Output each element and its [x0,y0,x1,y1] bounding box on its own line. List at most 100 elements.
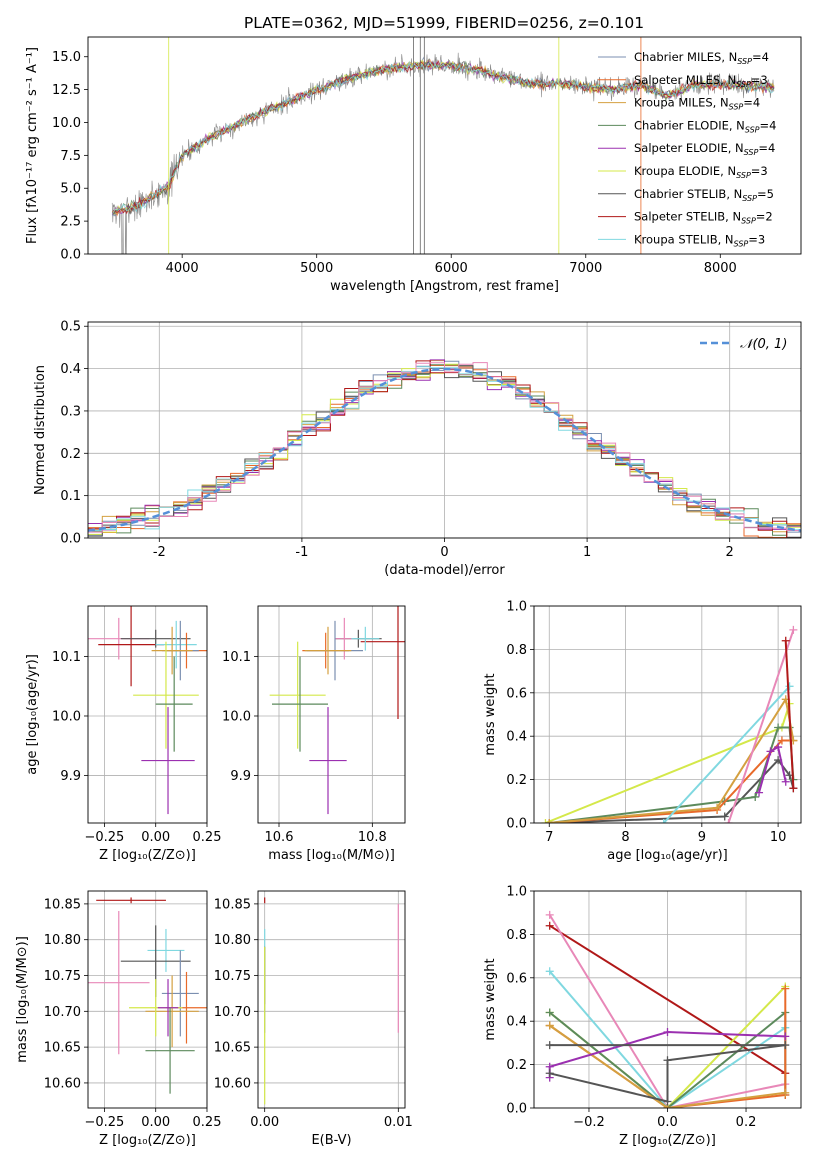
weight-marker [777,736,786,745]
y-tick-label: 7.5 [60,149,81,164]
legend-label: Chabrier STELIB, NSSP=5 [634,187,774,203]
weight-marker [663,1097,672,1106]
residuals-plot-area [88,322,801,538]
axes-frame [257,605,406,824]
weight-line [548,914,786,1108]
legend-label: Kroupa STELIB, NSSP=3 [634,232,765,248]
weight-marker [545,1041,554,1050]
x-tick-label: 5000 [300,261,333,276]
legend-label: Chabrier MILES, NSSP=4 [634,50,769,66]
weight-marker [545,1021,554,1030]
panel-residuals: -2 -1 0 1 2 0.0 0.1 0.2 0.3 0.4 0.5 (data-model)/er… [33,320,802,578]
weight-line [784,640,795,789]
axes-frame [87,890,208,1109]
y-tick-label: 1.0 [506,885,527,900]
weight-marker [713,803,722,812]
x-axis-label: mass [log₁₀(M/M⊙)] [268,848,395,863]
panel-mass_vs_ebv: 0.00 0.01 10.60 10.65 10.70 10.75 10.80 10.85 E(… [214,890,413,1148]
legend-label: Salpeter MILES, NSSP=3 [634,73,768,89]
x-tick-label: 2 [726,545,734,560]
age_vs_mass-plot-area [258,606,405,823]
axes-frame [87,36,802,255]
x-tick-label: 7 [545,830,553,845]
y-axis-label: Flux [fλ10⁻¹⁷ erg cm⁻² s⁻¹ A⁻¹] [25,47,40,244]
weight-marker [781,777,790,786]
y-tick-label: 0.8 [506,643,527,658]
y-tick-label: 9.9 [230,769,251,784]
weight-line [545,703,791,823]
x-axis-label: Z [log₁₀(Z/Z⊙)] [619,1133,716,1148]
weight-marker [781,1032,790,1041]
y-tick-label: 0.2 [506,773,527,788]
y-tick-label: 0.5 [60,320,81,335]
x-tick-label: 0.00 [141,830,170,845]
mass_vs_ebv-plot-area [258,891,405,1108]
x-tick-label: 10.8 [358,830,387,845]
x-tick-label: 0.2 [736,1115,757,1130]
weight-line [758,745,787,793]
y-tick-label: 1.0 [506,600,527,615]
x-tick-label: −0.25 [84,830,124,845]
y-tick-label: 0.2 [506,1058,527,1073]
y-tick-label: 10.85 [214,897,251,912]
legend-label: Salpeter ELODIE, NSSP=4 [634,141,775,157]
y-tick-label: 5.0 [60,182,81,197]
y-tick-label: 15.0 [52,50,81,65]
weight-marker [724,819,733,823]
y-tick-label: 10.65 [44,1041,81,1056]
x-tick-label: 8 [621,830,629,845]
x-tick-label: 10 [770,830,787,845]
y-tick-label: 10.65 [214,1041,251,1056]
weight-line [727,629,795,823]
x-axis-label: (data-model)/error [384,563,505,578]
y-tick-label: 0.6 [506,686,527,701]
y-tick-label: 0.0 [60,248,81,263]
residual-histogram [88,362,801,533]
y-tick-label: 0.4 [60,362,81,377]
mass_vs_Z-plot-area [88,891,207,1108]
y-axis-label: mass weight [483,958,498,1040]
weight-marker [774,723,783,732]
y-tick-label: 0.3 [60,404,81,419]
weight-marker [545,1069,554,1078]
x-tick-label: 0.01 [384,1115,413,1130]
x-tick-label: 0.00 [141,1115,170,1130]
y-tick-label: 0.4 [506,1015,527,1030]
panel-spectrum: 4000 5000 6000 7000 8000 0.0 2.5 5.0 7.5 10.0 12.5… [25,36,802,294]
panel-age_vs_mass: 10.6 10.8 9.9 10.0 10.1 mass [log₁₀(M/M⊙)] [222,605,406,863]
x-axis-label: E(B-V) [311,1133,351,1148]
y-tick-label: 10.70 [44,1005,81,1020]
y-tick-label: 10.60 [44,1076,81,1091]
x-tick-label: 6000 [435,261,468,276]
weight-marker [545,967,554,976]
weight_vs_Z-plot-area [534,891,801,1108]
y-tick-label: 10.0 [52,116,81,131]
weight-marker [541,819,550,823]
legend-label: Kroupa MILES, NSSP=4 [634,96,760,112]
axes-frame [87,605,208,824]
x-tick-label: 4000 [166,261,199,276]
age_vs_Z-plot-area [88,606,207,823]
x-tick-label: 7000 [569,261,602,276]
weight_vs_age-plot-area [534,606,801,823]
y-tick-label: 10.80 [214,933,251,948]
chart-title: PLATE=0362, MJD=51999, FIBERID=0256, z=0… [244,14,644,32]
spectrum-plot-area [111,37,775,254]
y-tick-label: 10.70 [214,1005,251,1020]
y-axis-label: Normed distribution [33,365,48,495]
panel-weight_vs_Z: −0.2 0.0 0.2 0.0 0.2 0.4 0.6 0.8 1.0 Z [log₁₀(Z/Z… [483,885,802,1148]
weight-marker [659,819,668,823]
axes-frame [533,605,802,824]
weight-marker [781,636,790,645]
legend-label: Salpeter STELIB, NSSP=2 [634,210,773,226]
y-tick-label: 0.0 [506,817,527,832]
weight-marker [781,984,790,993]
weight-marker [720,812,729,821]
x-tick-label: 0.0 [657,1115,678,1130]
panel-mass_vs_Z: −0.25 0.00 0.25 10.60 10.65 10.70 10.75 10.80 10… [15,890,221,1148]
y-tick-label: 0.6 [506,971,527,986]
weight-marker [545,921,554,930]
weight-marker [789,625,798,634]
y-axis-label: mass weight [483,673,498,755]
normal-legend-label: 𝒩(0, 1) [740,337,787,352]
